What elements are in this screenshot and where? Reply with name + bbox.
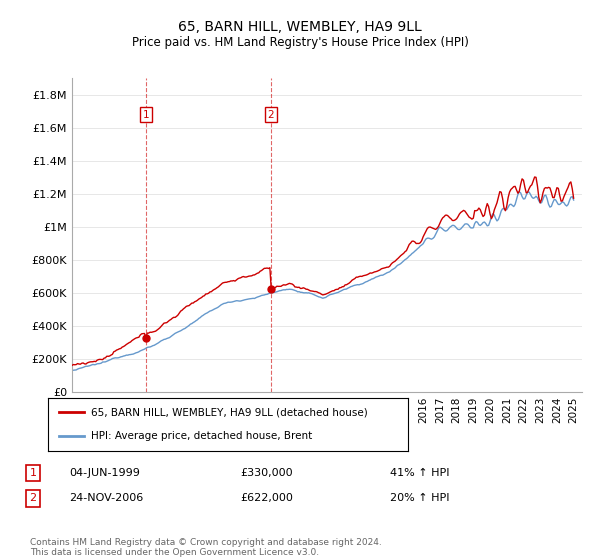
Text: £330,000: £330,000 (240, 468, 293, 478)
Text: 65, BARN HILL, WEMBLEY, HA9 9LL (detached house): 65, BARN HILL, WEMBLEY, HA9 9LL (detache… (91, 408, 368, 418)
Text: 41% ↑ HPI: 41% ↑ HPI (390, 468, 449, 478)
Text: Price paid vs. HM Land Registry's House Price Index (HPI): Price paid vs. HM Land Registry's House … (131, 36, 469, 49)
Text: 1: 1 (29, 468, 37, 478)
Text: 2: 2 (268, 110, 274, 120)
Text: 04-JUN-1999: 04-JUN-1999 (69, 468, 140, 478)
Text: £622,000: £622,000 (240, 493, 293, 503)
Text: HPI: Average price, detached house, Brent: HPI: Average price, detached house, Bren… (91, 431, 313, 441)
Text: 1: 1 (143, 110, 149, 120)
Text: 2: 2 (29, 493, 37, 503)
Text: 20% ↑ HPI: 20% ↑ HPI (390, 493, 449, 503)
Text: 24-NOV-2006: 24-NOV-2006 (69, 493, 143, 503)
Text: 65, BARN HILL, WEMBLEY, HA9 9LL: 65, BARN HILL, WEMBLEY, HA9 9LL (178, 20, 422, 34)
Text: Contains HM Land Registry data © Crown copyright and database right 2024.
This d: Contains HM Land Registry data © Crown c… (30, 538, 382, 557)
